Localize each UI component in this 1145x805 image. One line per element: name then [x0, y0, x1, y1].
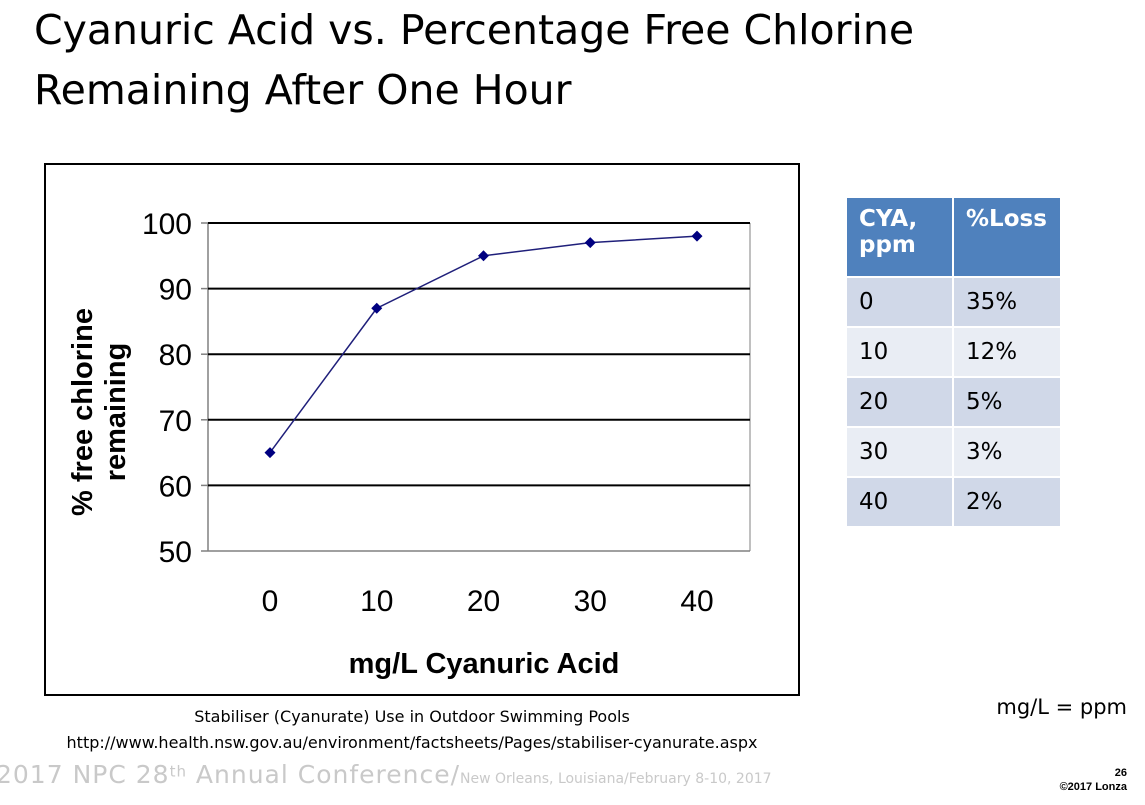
- conference-location: New Orleans, Louisiana/February 8-10, 20…: [460, 771, 772, 787]
- chart-border: [44, 163, 800, 696]
- table-row: 20 5%: [845, 376, 1062, 428]
- y-axis-label-line1: % free chlorine: [67, 308, 99, 516]
- conference-rest: Annual Conference/: [186, 760, 461, 789]
- y-tick-label: 80: [159, 339, 192, 372]
- conference-sup: th: [169, 762, 187, 781]
- source-url[interactable]: http://www.health.nsw.gov.au/environment…: [66, 733, 758, 752]
- slide-title-line1: Cyanuric Acid vs. Percentage Free Chlori…: [34, 6, 915, 54]
- table-row: 0 35%: [845, 276, 1062, 328]
- cya-loss-table: CYA, ppm %Loss 0 35% 10 12% 20 5% 30 3% …: [845, 196, 1062, 528]
- y-axis-label-line2: remaining: [100, 342, 132, 482]
- y-tick-label: 100: [142, 208, 192, 241]
- table-row: 40 2%: [845, 476, 1062, 528]
- page-number: 26: [1114, 767, 1127, 779]
- footer-right: 26 ©2017 Lonza: [1060, 766, 1127, 794]
- table-header-cya: CYA, ppm: [845, 196, 954, 278]
- table-cell-cya: 10: [845, 326, 954, 378]
- slide-title-line2: Remaining After One Hour: [34, 66, 572, 114]
- data-point: [371, 302, 383, 314]
- y-tick-label: 50: [159, 536, 192, 569]
- table-cell-loss: 2%: [952, 476, 1062, 528]
- data-point: [478, 250, 489, 262]
- x-tick-label: 30: [574, 585, 607, 618]
- table-header-loss: %Loss: [952, 196, 1062, 278]
- data-point: [691, 230, 703, 242]
- x-tick-label: 10: [360, 585, 393, 618]
- table-header-row: CYA, ppm %Loss: [845, 196, 1062, 278]
- table-cell-loss: 3%: [952, 426, 1062, 478]
- table-cell-cya: 30: [845, 426, 954, 478]
- table-cell-cya: 40: [845, 476, 954, 528]
- x-tick-label: 0: [262, 585, 279, 618]
- y-tick-labels: 50 60 70 80 90 100: [142, 208, 192, 569]
- table-row: 30 3%: [845, 426, 1062, 478]
- slide-title: Cyanuric Acid vs. Percentage Free Chlori…: [34, 0, 1114, 120]
- x-tick-label: 20: [467, 585, 500, 618]
- x-tick-label: 40: [680, 585, 713, 618]
- data-point: [264, 447, 276, 459]
- table-cell-loss: 12%: [952, 326, 1062, 378]
- source-title: Stabiliser (Cyanurate) Use in Outdoor Sw…: [194, 707, 630, 726]
- chart-gridlines: [201, 222, 751, 552]
- table-cell-loss: 35%: [952, 276, 1062, 328]
- table-cell-cya: 0: [845, 276, 954, 328]
- copyright: ©2017 Lonza: [1059, 781, 1127, 793]
- y-axis-label: % free chlorine remaining: [67, 308, 133, 516]
- conference-main: 2017 NPC 28: [0, 760, 170, 789]
- table-row: 10 12%: [845, 326, 1062, 378]
- table-cell-cya: 20: [845, 376, 954, 428]
- data-point: [584, 237, 596, 249]
- y-tick-label: 70: [159, 405, 192, 438]
- y-tick-label: 90: [159, 274, 192, 307]
- x-tick-labels: 0 10 20 30 40: [262, 585, 714, 618]
- y-tick-label: 60: [159, 470, 192, 503]
- chart-series: [264, 230, 703, 459]
- x-axis-label: mg/L Cyanuric Acid: [348, 648, 620, 680]
- unit-note: mg/L = ppm: [996, 695, 1127, 719]
- table-cell-loss: 5%: [952, 376, 1062, 428]
- conference-footer: 2017 NPC 28th Annual Conference/New Orle…: [0, 760, 772, 789]
